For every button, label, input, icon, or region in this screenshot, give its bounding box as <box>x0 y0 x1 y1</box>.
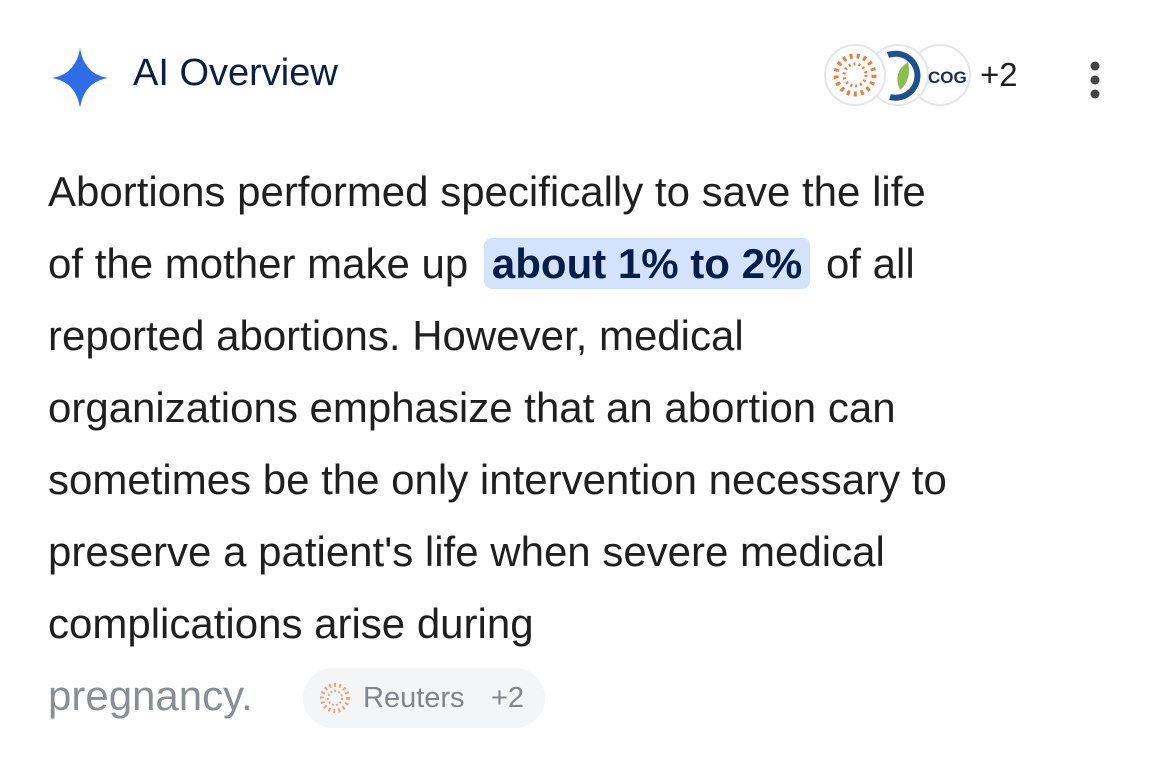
text: of the mother make up <box>48 240 469 287</box>
text-line: complications arise during <box>48 600 534 647</box>
text: of all <box>825 240 915 287</box>
reuters-icon <box>320 683 350 713</box>
citation-source: Reuters <box>363 682 465 714</box>
text-line: reported abortions. However, medical <box>48 312 744 359</box>
citation-more: +2 <box>491 682 525 714</box>
text-line: of the mother make up about 1% to 2% of … <box>48 236 915 292</box>
source-logo-text: COG <box>928 68 967 87</box>
title: AI Overview <box>133 52 338 94</box>
highlight: about 1% to 2% <box>483 238 811 289</box>
text-line: sometimes be the only intervention neces… <box>48 456 947 503</box>
text-line: Abortions performed specifically to save… <box>48 168 926 215</box>
sources-more[interactable]: +2 <box>980 56 1018 93</box>
sparkle-icon <box>52 48 108 108</box>
more-menu[interactable] <box>1090 61 1100 99</box>
source-icons[interactable]: COG <box>824 44 971 106</box>
text-line: pregnancy. <box>48 672 253 719</box>
citation-chip[interactable]: Reuters +2 <box>303 668 545 728</box>
text-line: preserve a patient's life when severe me… <box>48 528 885 575</box>
text-line: organizations emphasize that an abortion… <box>48 384 896 431</box>
